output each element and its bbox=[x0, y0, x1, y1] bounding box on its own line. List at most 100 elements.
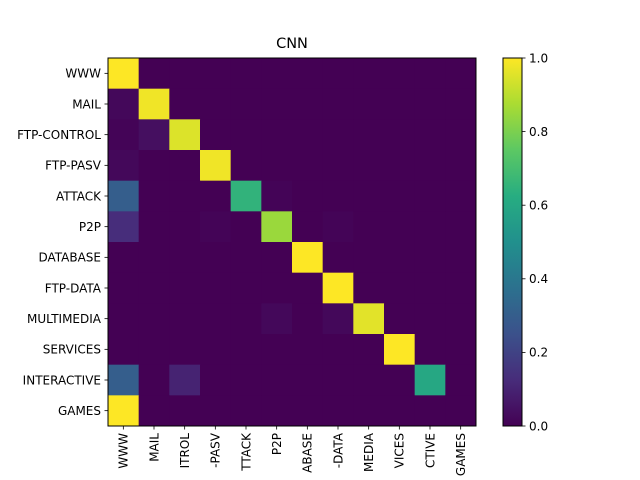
heatmap-cell bbox=[108, 303, 140, 335]
y-tick-label: INTERACTIVE bbox=[23, 373, 101, 387]
heatmap-cell bbox=[230, 58, 262, 90]
heatmap-cell bbox=[292, 272, 324, 304]
heatmap-cell bbox=[414, 395, 446, 427]
colorbar-tick-label: 0.4 bbox=[529, 272, 548, 286]
heatmap-cell bbox=[322, 180, 354, 212]
heatmap-cell bbox=[230, 395, 262, 427]
heatmap-cell bbox=[353, 303, 385, 335]
x-tick-label: VICES bbox=[393, 433, 407, 468]
heatmap-cell bbox=[200, 88, 232, 120]
heatmap-cell bbox=[138, 395, 170, 427]
heatmap-cell bbox=[230, 119, 262, 151]
heatmap-cell bbox=[384, 242, 416, 274]
y-tick-label: P2P bbox=[79, 220, 101, 234]
heatmap-cell bbox=[292, 119, 324, 151]
heatmap-cell bbox=[414, 272, 446, 304]
heatmap-cell bbox=[292, 180, 324, 212]
heatmap-cell bbox=[292, 395, 324, 427]
heatmap-cell bbox=[230, 150, 262, 182]
x-axis: WWW MAIL ITROL -PASV TTACK P2P ABASE -DATA MEDIA… bbox=[117, 426, 468, 476]
y-tick-label: FTP-CONTROL bbox=[17, 128, 101, 142]
colorbar-ticks: 0.0 0.2 0.4 0.6 0.8 1.0 bbox=[522, 51, 548, 433]
heatmap-cell bbox=[108, 334, 140, 366]
heatmap-cell bbox=[138, 180, 170, 212]
y-tick-label: MAIL bbox=[72, 97, 101, 111]
y-tick-label: ATTACK bbox=[56, 189, 102, 203]
heatmap-cell bbox=[414, 150, 446, 182]
x-tick-label: -PASV bbox=[209, 432, 223, 468]
x-tick-label: P2P bbox=[270, 433, 284, 455]
heatmap-cell bbox=[169, 242, 201, 274]
heatmap-cell bbox=[169, 58, 201, 90]
heatmap-cell bbox=[384, 303, 416, 335]
heatmap-cell bbox=[230, 303, 262, 335]
heatmap-cell bbox=[414, 364, 446, 396]
y-tick-label: SERVICES bbox=[43, 343, 101, 357]
heatmap-cell bbox=[200, 272, 232, 304]
colorbar-tick-label: 0.0 bbox=[529, 419, 548, 433]
heatmap-cell bbox=[353, 242, 385, 274]
heatmap-cell bbox=[445, 364, 477, 396]
heatmap-cell bbox=[322, 395, 354, 427]
colorbar: 0.0 0.2 0.4 0.6 0.8 1.0 bbox=[502, 51, 548, 433]
heatmap-cell bbox=[169, 88, 201, 120]
heatmap-cell bbox=[108, 180, 140, 212]
x-tick-label: GAMES bbox=[454, 433, 468, 476]
colorbar-gradient bbox=[502, 57, 523, 427]
colorbar-tick-label: 0.6 bbox=[529, 199, 548, 213]
heatmap-cell bbox=[230, 272, 262, 304]
heatmap-cell bbox=[353, 211, 385, 243]
heatmap-cell bbox=[384, 211, 416, 243]
heatmap-cell bbox=[261, 272, 293, 304]
heatmap-cell bbox=[322, 88, 354, 120]
heatmap-cell bbox=[292, 334, 324, 366]
heatmap-cell bbox=[138, 150, 170, 182]
heatmap-cell bbox=[322, 272, 354, 304]
heatmap-cell bbox=[108, 58, 140, 90]
colorbar-tick-label: 0.8 bbox=[529, 125, 548, 139]
heatmap-cell bbox=[322, 119, 354, 151]
heatmap-cell bbox=[384, 272, 416, 304]
heatmap-cell bbox=[169, 150, 201, 182]
heatmap-cell bbox=[108, 364, 140, 396]
heatmap-cell bbox=[261, 119, 293, 151]
heatmap-cell bbox=[200, 211, 232, 243]
heatmap-cell bbox=[261, 242, 293, 274]
heatmap-cell bbox=[292, 150, 324, 182]
heatmap-cell bbox=[138, 334, 170, 366]
y-tick-label: WWW bbox=[65, 67, 101, 81]
x-tick-label: TTACK bbox=[239, 432, 253, 472]
heatmap-cell bbox=[200, 58, 232, 90]
heatmap-cell bbox=[445, 119, 477, 151]
heatmap-cell bbox=[169, 119, 201, 151]
heatmap-cell bbox=[108, 272, 140, 304]
heatmap-cell bbox=[353, 150, 385, 182]
heatmap-cell bbox=[261, 150, 293, 182]
heatmap-cell bbox=[445, 211, 477, 243]
heatmap-cell bbox=[200, 119, 232, 151]
heatmap-cell bbox=[445, 303, 477, 335]
heatmap-cell bbox=[230, 334, 262, 366]
heatmap-cell bbox=[138, 272, 170, 304]
heatmap-cell bbox=[230, 88, 262, 120]
heatmap-cell bbox=[261, 180, 293, 212]
x-tick-label: -DATA bbox=[331, 432, 345, 468]
x-tick-label: CTIVE bbox=[423, 433, 437, 468]
heatmap-cell bbox=[261, 334, 293, 366]
heatmap-cell bbox=[169, 272, 201, 304]
heatmap-cell bbox=[108, 150, 140, 182]
x-tick-label: MAIL bbox=[147, 433, 161, 462]
heatmap-cell bbox=[138, 364, 170, 396]
colorbar-tick-label: 0.2 bbox=[529, 346, 548, 360]
heatmap-cell bbox=[169, 334, 201, 366]
heatmap-cell bbox=[138, 242, 170, 274]
heatmap-cell bbox=[261, 211, 293, 243]
heatmap-cell bbox=[384, 119, 416, 151]
heatmap-cell bbox=[353, 119, 385, 151]
heatmap-cell bbox=[292, 211, 324, 243]
heatmap-cell bbox=[261, 395, 293, 427]
heatmap-cell bbox=[108, 88, 140, 120]
heatmap-cell bbox=[414, 211, 446, 243]
heatmap-cell bbox=[292, 88, 324, 120]
heatmap-cell bbox=[322, 364, 354, 396]
